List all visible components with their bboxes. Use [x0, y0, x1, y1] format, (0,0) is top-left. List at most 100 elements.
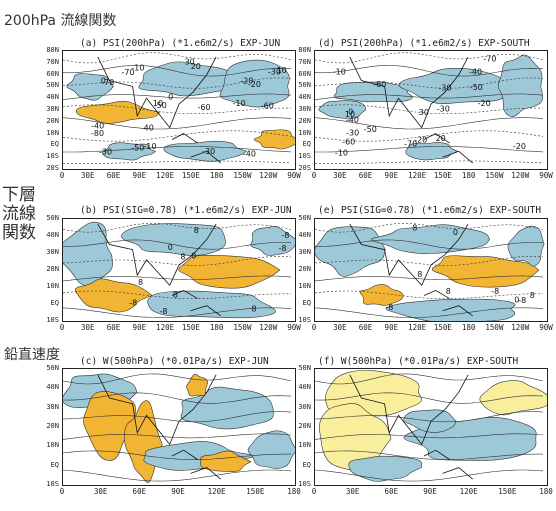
lat-tick-label: 50N: [298, 364, 311, 372]
shaded-region-positive: [200, 450, 252, 472]
contour-line: [315, 65, 544, 77]
contour-label: -70: [101, 78, 114, 87]
panel-title-b: (b) PSI(SIG=0.78) (*1.e6m2/s) EXP-JUN: [80, 205, 292, 216]
lon-tick-label: 90W: [287, 171, 301, 180]
lon-tick-label: 60E: [358, 171, 373, 180]
lon-tick-label: 90W: [539, 171, 553, 180]
map-panel-c: [62, 368, 296, 486]
contour-label: -40: [91, 122, 104, 131]
lat-tick-label: 70N: [298, 57, 311, 66]
shaded-region-negative: [315, 226, 386, 277]
lon-tick-label: 30E: [332, 323, 347, 332]
lat-tick-label: 10S: [298, 316, 311, 324]
lat-tick-label: 50N: [46, 214, 59, 222]
contour-line: [315, 411, 544, 423]
lat-tick-label: EQ: [50, 460, 59, 469]
shaded-region-negative: [66, 73, 114, 101]
contour-label: -10: [131, 64, 144, 73]
lat-tick-label: 50N: [46, 364, 59, 372]
lat-tick-label: 80N: [46, 46, 59, 54]
panel-title-c: (c) W(500hPa) (*0.01Pa/s) EXP-JUN: [80, 356, 269, 367]
contour-line: [315, 469, 544, 482]
map-panel-d: -70 -60 -50 -40 -30 -20 -10 -70 -60 -50 -40 -30 -20 -…: [314, 50, 548, 170]
lat-tick-label: 10S: [298, 480, 311, 488]
map-panel-b: -8 8 -8 0 -8 8 8 8 8 0 -8: [62, 218, 296, 322]
lon-tick-label: 90E: [132, 323, 147, 332]
contour-label: 8: [173, 291, 178, 300]
coastline: [349, 374, 474, 480]
contour-label: 30: [419, 108, 429, 117]
lon-tick-label: 60E: [106, 171, 121, 180]
lat-tick-label: EQ: [50, 140, 59, 149]
lat-tick-label: 10N: [298, 128, 311, 137]
contour-label: -30: [437, 104, 450, 113]
lat-tick-label: 70N: [46, 57, 59, 66]
contour-line: [63, 373, 292, 385]
lat-tick-label: 40N: [298, 93, 311, 102]
lon-tick-label: 150W: [485, 323, 504, 332]
contour-label: -10: [333, 67, 346, 76]
contour-label: 10: [345, 110, 355, 119]
contour-label: -60: [373, 80, 386, 89]
lon-tick-label: 180: [287, 487, 301, 496]
contour-line: [63, 469, 292, 482]
contour-line: [63, 411, 292, 423]
panel-title-d: (d) PSI(200hPa) (*1.e6m2/s) EXP-SOUTH: [318, 38, 530, 49]
row-label-lower-level: 下層 流線 関数: [2, 185, 36, 243]
contour-label: 0: [348, 107, 353, 116]
contour-label: -8: [282, 231, 290, 240]
lat-tick-label: 50N: [46, 81, 59, 90]
contour-label: -40: [346, 115, 359, 124]
lon-tick-label: 120W: [259, 171, 278, 180]
contour-label: -50: [131, 144, 144, 153]
lon-tick-label: 60E: [106, 323, 121, 332]
map-panel-f: [314, 368, 548, 486]
contour-label: -50: [154, 101, 167, 110]
contour-label: 20: [191, 62, 201, 71]
lon-tick-label: 150W: [233, 171, 252, 180]
contour-line: [63, 160, 292, 164]
lat-tick-label: 20N: [46, 116, 59, 125]
contour-label: -70: [483, 54, 496, 63]
lon-tick-label: 180: [209, 171, 224, 180]
lat-tick-label: 40N: [298, 383, 311, 392]
contour-line: [63, 146, 292, 153]
contour-line: [315, 433, 544, 440]
shaded-region-negative: [385, 298, 516, 321]
shaded-region-negative: [370, 224, 491, 254]
contour-line: [315, 117, 544, 130]
shaded-region-positive: [75, 100, 160, 124]
contour-label: -8: [385, 303, 393, 312]
contour-label: -8: [279, 244, 287, 253]
lat-tick-label: 80N: [298, 46, 311, 54]
lat-tick-label: 20N: [298, 265, 311, 273]
lon-tick-label: 30E: [332, 171, 347, 180]
lon-tick-label: 0: [311, 171, 317, 180]
lon-tick-label: 120W: [511, 171, 530, 180]
lon-tick-label: 150W: [233, 323, 252, 332]
contour-label: -70: [122, 68, 135, 77]
contour-label: -30: [346, 129, 359, 138]
contour-label: -30: [439, 83, 452, 92]
contour-label: 8: [412, 224, 417, 233]
lon-tick-label: 90E: [171, 487, 185, 496]
lon-tick-label: 60E: [384, 487, 399, 496]
row-label-vertical-velocity: 鉛直速度: [4, 347, 60, 363]
lon-tick-label: 180: [539, 487, 553, 496]
contour-label: -70: [404, 139, 417, 148]
contour-label: 10: [277, 66, 287, 75]
lat-tick-label: EQ: [302, 140, 311, 149]
contour-label: 0: [168, 93, 173, 102]
contour-label: -20: [414, 135, 427, 144]
contour-label: 0: [101, 77, 106, 86]
lon-tick-label: 30E: [80, 323, 95, 332]
contour-label: -8: [129, 299, 137, 308]
lon-tick-label: 120E: [156, 171, 175, 180]
panel-title-a: (a) PSI(200hPa) (*1.e6m2/s) EXP-JUN: [80, 38, 281, 49]
lat-tick-label: 10N: [46, 128, 59, 137]
lon-tick-label: 120W: [511, 323, 530, 332]
contour-label: 30: [185, 58, 195, 67]
lon-tick-label: 150E: [181, 171, 200, 180]
contour-label: 0: [168, 243, 173, 252]
contour-label: 0: [191, 252, 196, 261]
